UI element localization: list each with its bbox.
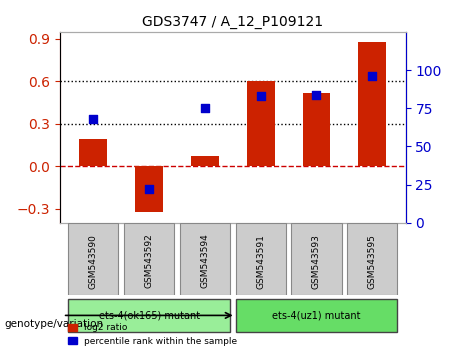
Point xyxy=(313,92,320,97)
FancyBboxPatch shape xyxy=(347,223,397,295)
Bar xyxy=(191,156,219,166)
Text: GSM543591: GSM543591 xyxy=(256,234,265,289)
Text: GSM543592: GSM543592 xyxy=(145,234,154,289)
Point xyxy=(201,105,209,111)
Point xyxy=(146,187,153,192)
Text: GSM543594: GSM543594 xyxy=(201,234,209,289)
Text: ets-4(ok165) mutant: ets-4(ok165) mutant xyxy=(99,310,200,320)
Text: ets-4(uz1) mutant: ets-4(uz1) mutant xyxy=(272,310,361,320)
Text: GSM543590: GSM543590 xyxy=(89,234,98,289)
Legend: log2 ratio, percentile rank within the sample: log2 ratio, percentile rank within the s… xyxy=(65,320,241,349)
Text: genotype/variation: genotype/variation xyxy=(5,319,104,329)
Text: GSM543593: GSM543593 xyxy=(312,234,321,289)
Bar xyxy=(247,81,275,166)
Point xyxy=(257,93,264,99)
FancyBboxPatch shape xyxy=(236,223,286,295)
FancyBboxPatch shape xyxy=(124,223,174,295)
Text: GSM543595: GSM543595 xyxy=(368,234,377,289)
Bar xyxy=(358,42,386,166)
Bar xyxy=(302,93,331,166)
FancyBboxPatch shape xyxy=(180,223,230,295)
FancyBboxPatch shape xyxy=(236,299,397,332)
FancyBboxPatch shape xyxy=(68,299,230,332)
Point xyxy=(368,73,376,79)
Bar xyxy=(79,139,107,166)
Bar xyxy=(135,166,163,212)
Point xyxy=(90,116,97,122)
FancyBboxPatch shape xyxy=(68,223,118,295)
Title: GDS3747 / A_12_P109121: GDS3747 / A_12_P109121 xyxy=(142,16,323,29)
FancyBboxPatch shape xyxy=(291,223,342,295)
